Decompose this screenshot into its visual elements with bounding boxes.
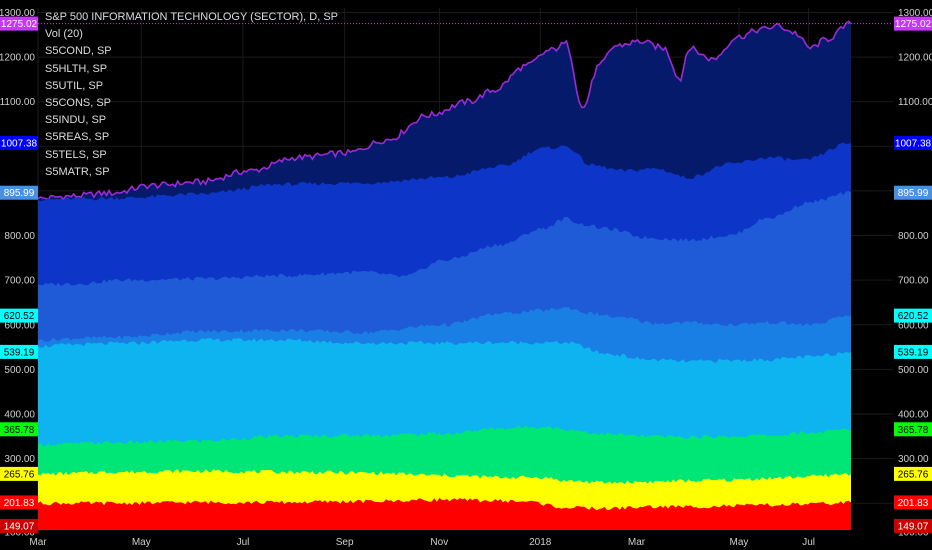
y-tick-label: 500.00 (898, 365, 929, 376)
y-tick-label: 600.00 (898, 320, 929, 331)
y-tick-label: 700.00 (4, 276, 35, 287)
value-badge-label: 201.83 (4, 498, 35, 509)
value-badge-label: 365.78 (898, 425, 929, 436)
value-badge (0, 308, 38, 323)
value-badge (894, 185, 932, 200)
y-tick-label: 400.00 (4, 410, 35, 421)
x-tick-label: May (132, 537, 151, 548)
x-tick-label: Jul (237, 537, 250, 548)
x-tick-label: Nov (430, 537, 448, 548)
area-layer (38, 498, 851, 530)
y-tick-label: 100.00 (898, 528, 929, 539)
y-tick-label: 400.00 (898, 410, 929, 421)
y-tick-label: 1200.00 (898, 53, 932, 64)
y-tick-label: 700.00 (898, 276, 929, 287)
x-tick-label: May (730, 537, 749, 548)
x-tick-label: 2018 (529, 537, 552, 548)
legend-item[interactable]: Vol (20) (45, 28, 83, 41)
value-badge-label: 1007.38 (1, 139, 38, 150)
value-badge (0, 344, 38, 359)
y-tick-label: 1100.00 (0, 97, 35, 108)
value-badge-label: 620.52 (898, 311, 929, 322)
y-axis-left: 100.00200.00300.00400.00500.00600.00700.… (0, 8, 35, 539)
y-tick-label: 1300.00 (0, 8, 35, 19)
y-tick-label: 1200.00 (0, 53, 35, 64)
legend-item[interactable]: S5CONS, SP (45, 97, 112, 110)
legend-item[interactable]: S5INDU, SP (45, 114, 107, 127)
y-tick-label: 1300.00 (898, 8, 932, 19)
value-badge (894, 136, 932, 151)
value-badge (894, 495, 932, 510)
value-badge (0, 136, 38, 151)
value-badge-label: 365.78 (4, 425, 35, 436)
y-tick-label: 300.00 (898, 454, 929, 465)
legend-item[interactable]: S5REAS, SP (45, 131, 110, 144)
value-badge-label: 149.07 (898, 521, 929, 532)
value-badge-label: 265.76 (898, 469, 929, 480)
value-badge-label: 265.76 (4, 469, 35, 480)
value-badge (894, 518, 932, 533)
value-badge (894, 16, 932, 31)
legend-item[interactable]: S5MATR, SP (45, 165, 110, 178)
value-badge-label: 620.52 (4, 311, 35, 322)
value-badge-label: 539.19 (898, 347, 929, 358)
value-badge (0, 422, 38, 437)
value-badges: 1275.02 1275.02 1007.38 1007.38 895.99 895.99… (0, 16, 932, 533)
value-badge (894, 344, 932, 359)
value-badge (0, 185, 38, 200)
value-badge (894, 422, 932, 437)
legend-item[interactable]: S5TELS, SP (45, 148, 107, 161)
legend-item[interactable]: S5HLTH, SP (45, 62, 108, 75)
value-badge-label: 201.83 (898, 498, 929, 509)
y-tick-label: 300.00 (4, 454, 35, 465)
legend-title[interactable]: S&P 500 INFORMATION TECHNOLOGY (SECTOR),… (45, 11, 338, 23)
value-badge (894, 466, 932, 481)
y-tick-label: 600.00 (4, 320, 35, 331)
x-tick-label: Sep (336, 537, 354, 548)
y-tick-label: 800.00 (898, 231, 929, 242)
x-tick-label: Mar (29, 537, 47, 548)
y-axis-right: 100.00200.00300.00400.00500.00600.00700.… (898, 8, 932, 539)
value-badge (0, 518, 38, 533)
value-badge-label: 1275.02 (1, 19, 38, 30)
x-tick-label: Jul (802, 537, 815, 548)
y-tick-label: 100.00 (4, 528, 35, 539)
legend-item[interactable]: S5COND, SP (45, 45, 112, 58)
area-layers (37, 20, 852, 531)
value-badge (894, 308, 932, 323)
legend-item[interactable]: S5UTIL, SP (45, 79, 104, 92)
value-badge (0, 495, 38, 510)
x-tick-label: Mar (628, 537, 646, 548)
value-badge-label: 539.19 (4, 347, 35, 358)
y-tick-label: 800.00 (4, 231, 35, 242)
value-badge-label: 1007.38 (895, 139, 932, 150)
value-badge-label: 895.99 (4, 188, 35, 199)
value-badge (0, 16, 38, 31)
value-badge (0, 466, 38, 481)
value-badge-label: 149.07 (4, 521, 35, 532)
y-tick-label: 500.00 (4, 365, 35, 376)
y-tick-label: 1100.00 (898, 97, 932, 108)
value-badge-label: 895.99 (898, 188, 929, 199)
legend: S&P 500 INFORMATION TECHNOLOGY (SECTOR),… (45, 9, 338, 181)
value-badge-label: 1275.02 (895, 19, 932, 30)
x-axis: Mar May Jul Sep Nov 2018 Mar May Jul (29, 537, 815, 548)
series-line (37, 20, 852, 201)
